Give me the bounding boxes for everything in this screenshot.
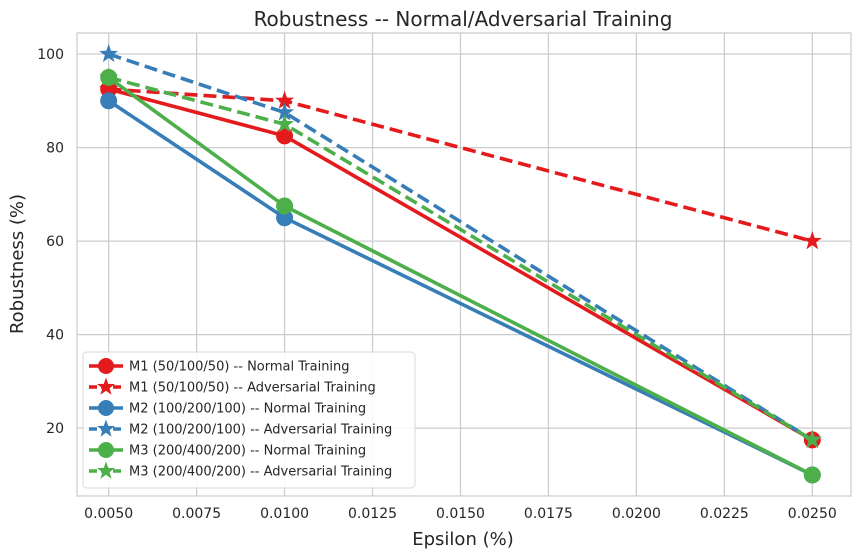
x-tick-label: 0.0200 <box>612 506 661 522</box>
x-tick-label: 0.0175 <box>524 506 573 522</box>
series-lines <box>99 44 822 484</box>
y-axis-title: Robustness (%) <box>7 194 28 334</box>
legend-box <box>82 351 416 489</box>
legend-item: M2 (100/200/100) -- Normal Training <box>89 400 366 417</box>
x-tick-label: 0.0250 <box>788 506 837 522</box>
data-point-circle <box>98 442 114 458</box>
legend-item: M1 (50/100/50) -- Normal Training <box>89 358 350 375</box>
legend-label: M2 (100/200/100) -- Normal Training <box>129 402 366 417</box>
series-group <box>99 67 822 448</box>
series-line <box>108 52 814 442</box>
data-point-circle <box>276 209 294 227</box>
legend-label: M3 (200/400/200) -- Normal Training <box>129 444 366 459</box>
data-point-star <box>802 429 822 448</box>
data-point-star <box>802 231 822 250</box>
data-point-circle <box>98 400 114 416</box>
x-axis-title: Epsilon (%) <box>412 529 513 550</box>
data-point-star <box>96 419 116 437</box>
y-tick-label: 40 <box>46 328 64 344</box>
legend-item: M3 (200/400/200) -- Adversarial Training <box>89 461 392 480</box>
y-tick-label: 80 <box>46 141 64 157</box>
data-point-star <box>99 79 119 98</box>
data-point-circle <box>100 92 118 110</box>
data-point-circle <box>276 127 294 145</box>
legend: M1 (50/100/50) -- Normal Training M1 (50/… <box>82 351 416 489</box>
y-tick-label: 100 <box>37 47 64 63</box>
data-point-circle <box>98 358 114 374</box>
legend-label: M1 (50/100/50) -- Normal Training <box>129 360 350 375</box>
y-tick-label: 60 <box>46 234 64 250</box>
x-tick-label: 0.0225 <box>700 506 749 522</box>
data-point-circle <box>803 466 821 484</box>
legend-item: M3 (200/400/200) -- Normal Training <box>89 442 366 459</box>
x-tick-label: 0.0125 <box>348 506 397 522</box>
x-tick-label: 0.0050 <box>84 506 133 522</box>
data-point-star <box>99 67 119 86</box>
plot-frame <box>76 32 852 497</box>
data-point-star <box>275 114 295 133</box>
tick-labels: 0.0050 0.0075 0.0100 0.0125 0.0150 0.0175 0.02… <box>37 47 837 522</box>
legend-item: M1 (50/100/50) -- Adversarial Training <box>89 377 376 396</box>
y-tick-label: 20 <box>46 421 64 437</box>
x-tick-label: 0.0150 <box>436 506 485 522</box>
data-point-star <box>96 461 116 479</box>
legend-item: M2 (100/200/100) -- Adversarial Training <box>89 419 392 438</box>
data-point-star <box>99 44 119 63</box>
data-point-star <box>275 90 295 109</box>
data-point-star <box>275 102 295 121</box>
legend-label: M3 (200/400/200) -- Adversarial Training <box>129 465 392 480</box>
chart-title: Robustness -- Normal/Adversarial Trainin… <box>254 7 673 31</box>
x-tick-label: 0.0100 <box>260 506 309 522</box>
legend-label: M2 (100/200/100) -- Adversarial Training <box>129 423 392 438</box>
data-point-star <box>96 377 116 395</box>
data-point-circle <box>276 197 294 215</box>
x-tick-label: 0.0075 <box>172 506 221 522</box>
legend-label: M1 (50/100/50) -- Adversarial Training <box>129 381 376 396</box>
